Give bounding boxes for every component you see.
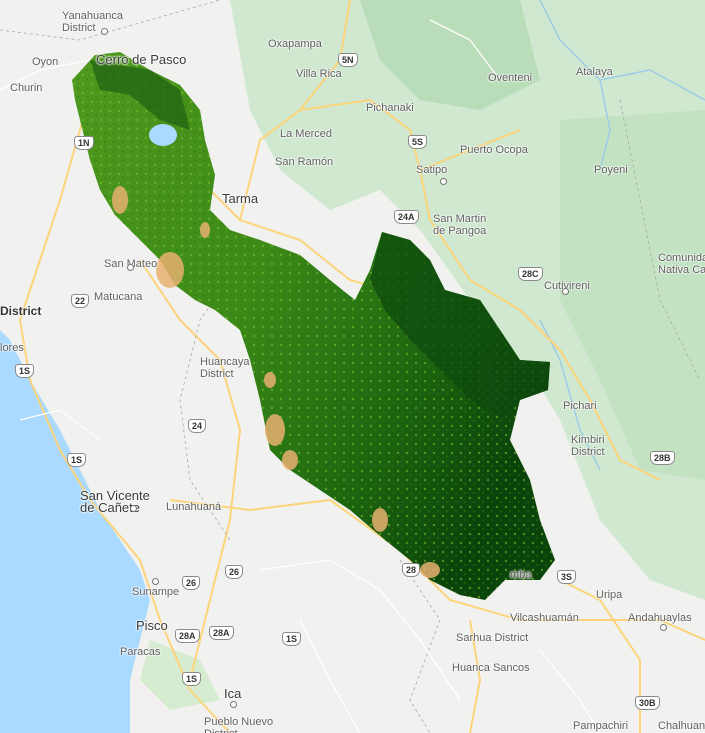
place-label: Kimbiri District: [571, 434, 605, 458]
place-label: Huanca Sancos: [452, 662, 530, 674]
place-label: Chalhuan: [658, 720, 705, 732]
place-label: Cerro de Pasco: [96, 52, 187, 67]
route-shield: 28: [402, 563, 421, 577]
place-label: mba: [510, 569, 532, 581]
route-shield: 28A: [209, 626, 234, 640]
dry-patches: [112, 186, 440, 578]
route-shield: 28B: [650, 451, 675, 465]
river: [599, 69, 705, 101]
route-shield: 1S: [282, 632, 302, 646]
roads: [18, 0, 705, 733]
place-label: lores: [0, 342, 24, 354]
town-marker: [660, 624, 667, 631]
place-label: Pichanaki: [366, 102, 414, 114]
route-shield: 26: [225, 565, 244, 579]
place-label: Puerto Ocopa: [460, 144, 528, 156]
place-label: ComunidadNativa Ca: [658, 252, 705, 276]
place-label: Ica: [224, 686, 242, 701]
route-shield: 24: [188, 419, 207, 433]
place-label: Pichari: [563, 400, 597, 412]
place-label: Pueblo NuevoDistrict: [204, 716, 274, 733]
lake: [149, 124, 177, 146]
route-shield: 3S: [557, 570, 577, 584]
town-marker: [127, 264, 134, 271]
town-marker: [440, 178, 447, 185]
region-texture: [72, 52, 555, 600]
town-marker: [152, 578, 159, 585]
dense-forest-patch: [90, 60, 190, 130]
place-label: Oxapampa: [268, 38, 322, 50]
place-label: Atalaya: [576, 66, 613, 78]
place-label: Satipo: [416, 164, 448, 176]
place-label: Cutivireni: [544, 280, 590, 292]
place-label: Matucana: [94, 291, 143, 303]
ocean: [0, 330, 150, 733]
town-marker: [101, 28, 108, 35]
forest-area: [560, 110, 705, 480]
place-label: Huancaya District: [200, 356, 250, 380]
place-label: Poyeni: [594, 164, 628, 176]
minor-roads: [0, 19, 601, 733]
place-label: Oventeni: [488, 72, 533, 84]
place-label: San Martin de Pangoa: [433, 213, 487, 237]
town-marker: [130, 505, 137, 512]
route-shield: 1S: [67, 453, 87, 467]
place-label: Churin: [10, 82, 43, 94]
route-shield: 5N: [338, 53, 358, 67]
route-shield: 22: [71, 294, 90, 308]
place-label: Paracas: [120, 646, 161, 658]
town-marker: [562, 288, 569, 295]
place-label: San Vicente de Cañete: [80, 488, 150, 515]
place-label: Uripa: [596, 589, 623, 601]
place-label: Pampachiri: [573, 720, 629, 732]
place-label: Pisco: [136, 618, 168, 633]
route-shield: 28A: [175, 629, 200, 643]
place-label: San Ramón: [275, 156, 334, 168]
place-label: Sunampe: [132, 586, 180, 598]
place-label: La Merced: [280, 128, 332, 140]
place-label: Lunahuaná: [166, 501, 222, 513]
route-shield: 26: [182, 576, 201, 590]
route-shield: 28C: [518, 267, 543, 281]
route-shield: 1S: [182, 672, 202, 686]
route-shield: 1S: [15, 364, 35, 378]
place-label: Yanahuanca District: [62, 10, 123, 34]
dense-forest-patch: [370, 232, 550, 420]
town-marker: [230, 701, 237, 708]
route-shield: 5S: [408, 135, 428, 149]
forest-area: [360, 0, 540, 110]
place-label: Sarhua District: [456, 632, 529, 644]
place-label: Villa Rica: [296, 68, 342, 80]
place-label: Tarma: [222, 191, 259, 206]
route-shield: 24A: [394, 210, 419, 224]
forest-area: [140, 640, 220, 710]
route-shield: 1N: [74, 136, 94, 150]
route-shield: 30B: [635, 696, 660, 710]
place-label: Oyon: [32, 56, 59, 68]
place-label: District: [0, 304, 42, 318]
place-label: Vilcashuamán: [510, 612, 579, 624]
place-label: Andahuaylas: [628, 612, 692, 624]
